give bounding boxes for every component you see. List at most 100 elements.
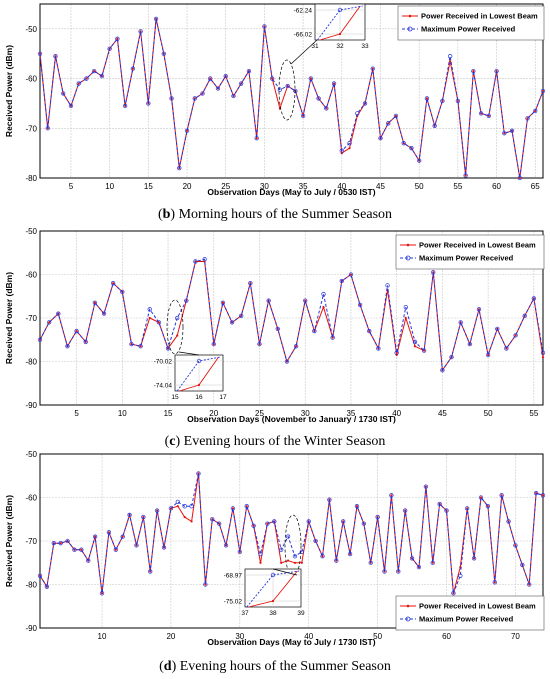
x-tick-label: 20 [166, 632, 175, 641]
data-point [312, 328, 317, 334]
data-point [413, 345, 417, 348]
legend-marker [407, 26, 413, 32]
inset-value-label: -66.02 [294, 32, 313, 39]
y-tick-label: -80 [25, 581, 37, 590]
data-point [229, 320, 235, 325]
x-tick-label: 45 [376, 182, 385, 191]
x-tick-label: 50 [373, 632, 382, 641]
legend-marker [405, 255, 411, 261]
inset-connector [178, 351, 200, 356]
data-point [308, 76, 313, 81]
data-point [425, 97, 429, 100]
data-point [306, 519, 311, 524]
caption-letter: d [163, 659, 172, 674]
inset-tick-label: 15 [171, 394, 179, 401]
caption-text: Evening hours of the Winter Season [183, 434, 386, 449]
caption-text: Evening hours of the Summer Season [179, 659, 391, 674]
legend-label: Maximum Power Received [419, 254, 514, 263]
series-line [39, 18, 544, 179]
data-point [161, 51, 166, 56]
data-point [409, 146, 414, 151]
x-tick-label: 35 [299, 182, 308, 191]
data-point [285, 83, 290, 89]
data-point [416, 564, 422, 570]
data-point [177, 165, 182, 171]
data-point [401, 141, 406, 146]
data-point [456, 99, 459, 103]
data-point [107, 46, 112, 51]
plot-frame [39, 453, 544, 629]
data-point [251, 523, 256, 528]
chart-b: 5 10 15 20 25 30 35 40 45 50 55 60 65 -80 -70 -60 -50 Obs… [4, 3, 546, 197]
x-axis-label: Observation Days (November to January / … [187, 414, 396, 424]
data-point [421, 348, 427, 353]
x-tick-label: 5 [74, 409, 79, 418]
data-point [458, 573, 463, 578]
data-point [65, 538, 70, 544]
x-tick-label: 30 [260, 182, 269, 191]
data-point [254, 136, 259, 141]
y-tick-label: -70 [25, 124, 37, 133]
series-lowest-beam [38, 260, 545, 372]
data-point [463, 173, 468, 178]
data-point [154, 508, 160, 513]
x-tick-label: 15 [164, 409, 173, 418]
data-point [265, 521, 270, 526]
data-point [230, 506, 236, 511]
data-point [200, 91, 205, 96]
data-point [113, 547, 118, 552]
data-point [147, 307, 152, 312]
highlight-ellipse [166, 299, 184, 355]
data-point [424, 96, 430, 101]
data-point [347, 141, 352, 146]
data-point [334, 558, 339, 563]
x-tick-label: 10 [118, 409, 127, 418]
x-tick-label: 25 [221, 182, 230, 191]
data-point [348, 147, 351, 150]
data-point [130, 66, 136, 71]
x-tick-label: 70 [511, 632, 520, 641]
legend-label: Power Received in Lowest Beam [419, 602, 536, 611]
data-point [138, 29, 143, 34]
data-point [423, 349, 426, 352]
inset-max-point [337, 7, 343, 13]
data-point [472, 70, 475, 73]
data-point [161, 545, 167, 550]
data-point [75, 329, 78, 333]
data-point [518, 176, 521, 180]
data-point [485, 504, 491, 509]
data-point [175, 499, 180, 504]
inset-tick-label: 17 [219, 394, 227, 401]
legend-marker [406, 604, 410, 608]
data-point [541, 494, 545, 497]
data-point [431, 270, 436, 275]
data-point [148, 569, 153, 574]
data-point [215, 86, 221, 91]
data-point [423, 484, 429, 489]
data-point [284, 359, 290, 364]
chart-d: 10 20 30 40 50 60 70 -90 -80 -70 -60 -50 Observation… [4, 450, 546, 647]
data-point [522, 313, 527, 318]
data-point [192, 96, 197, 101]
series-line [39, 258, 544, 372]
data-point [447, 54, 453, 59]
data-point [514, 334, 517, 337]
chart-panel-b: 5 10 15 20 25 30 35 40 45 50 55 60 65 -80 -70 -60 -50 Obs… [0, 0, 550, 206]
data-point [244, 504, 249, 509]
legend-label: Maximum Power Received [419, 615, 514, 624]
data-point [476, 307, 482, 312]
data-point [92, 300, 98, 305]
data-point [540, 350, 546, 355]
data-point [375, 514, 380, 520]
data-point [540, 88, 546, 94]
data-point [129, 341, 134, 347]
data-point [494, 68, 499, 74]
data-point [293, 561, 297, 564]
inset-value-label: -75.02 [224, 599, 243, 606]
y-axis-label: Received Power (dBm) [4, 272, 14, 364]
data-point [80, 548, 83, 551]
data-point [182, 504, 187, 509]
x-tick-label: 40 [392, 409, 401, 418]
inset-connector [290, 39, 318, 65]
data-point [45, 126, 50, 131]
